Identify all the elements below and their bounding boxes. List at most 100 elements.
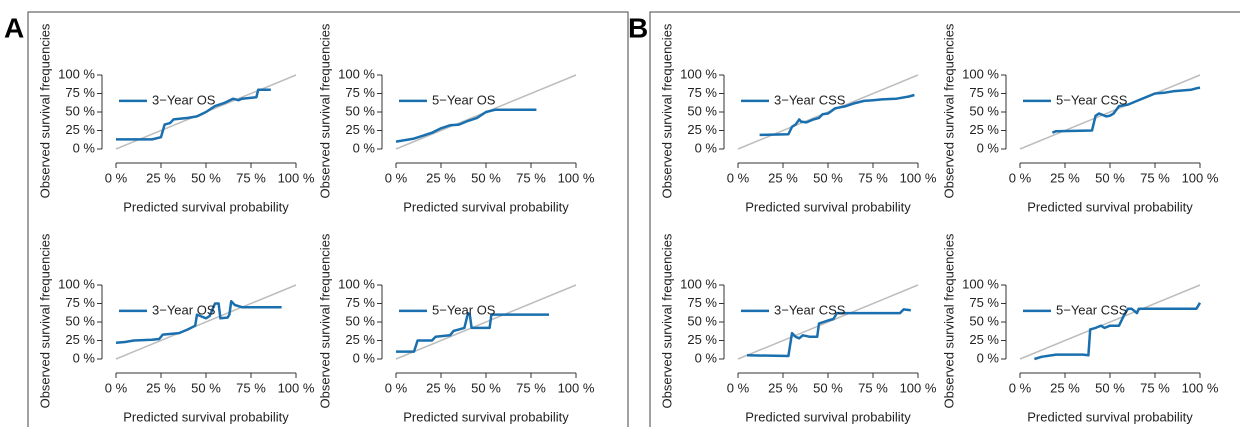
y-tick-label: 100 % xyxy=(962,66,999,81)
calibration-line xyxy=(115,300,282,344)
y-tick-label: 25 % xyxy=(345,122,375,137)
y-axis-label: Observed survival frequencies xyxy=(659,23,674,198)
y-tick-label: 75 % xyxy=(65,85,95,100)
y-tick-label: 75 % xyxy=(969,85,999,100)
y-tick-label: 25 % xyxy=(345,332,375,347)
x-tick-label: 100 % xyxy=(900,380,937,395)
x-tick-label: 0 % xyxy=(385,380,408,395)
x-tick-label: 100 % xyxy=(1182,170,1219,185)
y-tick-label: 0 % xyxy=(73,350,96,365)
y-axis-label: Observed survival frequencies xyxy=(941,23,956,198)
calibration-line xyxy=(1034,302,1202,361)
y-tick-label: 0 % xyxy=(73,140,96,155)
y-tick-label: 50 % xyxy=(345,103,375,118)
y-tick-label: 75 % xyxy=(345,295,375,310)
x-tick-label: 50 % xyxy=(813,380,843,395)
y-tick-label: 100 % xyxy=(338,66,375,81)
x-tick-label: 25 % xyxy=(1050,380,1080,395)
x-tick-label: 75 % xyxy=(858,380,888,395)
y-tick-label: 50 % xyxy=(687,313,717,328)
y-axis-label: Observed survival frequencies xyxy=(37,23,52,198)
x-axis-label: Predicted survival probability xyxy=(123,409,289,424)
y-tick-label: 0 % xyxy=(977,140,1000,155)
x-tick-label: 100 % xyxy=(278,170,315,185)
panel-frame xyxy=(27,11,629,427)
y-tick-label: 25 % xyxy=(687,122,717,137)
x-tick-label: 25 % xyxy=(768,170,798,185)
legend-label: 5−Year CSS xyxy=(1056,92,1128,107)
y-tick-label: 50 % xyxy=(345,313,375,328)
x-tick-label: 50 % xyxy=(471,380,501,395)
x-tick-label: 75 % xyxy=(236,170,266,185)
x-tick-label: 100 % xyxy=(900,170,937,185)
x-tick-label: 100 % xyxy=(558,380,595,395)
calibration-line xyxy=(746,308,911,358)
reference-line xyxy=(115,284,297,360)
y-tick-label: 100 % xyxy=(58,276,95,291)
x-axis-label: Predicted survival probability xyxy=(403,409,569,424)
x-tick-label: 75 % xyxy=(1140,380,1170,395)
reference-line xyxy=(1019,74,1201,150)
x-tick-label: 25 % xyxy=(146,170,176,185)
panel-label: A xyxy=(4,12,24,43)
x-tick-label: 0 % xyxy=(385,170,408,185)
legend-label: 5−Year OS xyxy=(432,92,496,107)
y-tick-label: 75 % xyxy=(687,295,717,310)
calibration-line xyxy=(395,108,537,143)
reference-line xyxy=(737,284,919,360)
y-axis-label: Observed survival frequencies xyxy=(37,233,52,408)
y-tick-label: 100 % xyxy=(680,276,717,291)
x-tick-label: 50 % xyxy=(1095,380,1125,395)
y-tick-label: 25 % xyxy=(65,122,95,137)
x-tick-label: 25 % xyxy=(426,170,456,185)
x-tick-label: 0 % xyxy=(727,380,750,395)
x-tick-label: 75 % xyxy=(236,380,266,395)
y-tick-label: 75 % xyxy=(345,85,375,100)
y-tick-label: 0 % xyxy=(695,140,718,155)
y-tick-label: 50 % xyxy=(65,103,95,118)
y-tick-label: 0 % xyxy=(977,350,1000,365)
legend-label: 3−Year CSS xyxy=(774,92,846,107)
x-tick-label: 0 % xyxy=(727,170,750,185)
reference-line xyxy=(1019,284,1201,360)
legend-label: 3−Year CSS xyxy=(774,302,846,317)
y-tick-label: 25 % xyxy=(687,332,717,347)
legend-label: 5−Year CSS xyxy=(1056,302,1128,317)
legend-label: 3−Year OS xyxy=(152,92,216,107)
x-tick-label: 75 % xyxy=(516,380,546,395)
x-tick-label: 75 % xyxy=(1140,170,1170,185)
x-axis-label: Predicted survival probability xyxy=(1027,199,1193,214)
x-tick-label: 25 % xyxy=(768,380,798,395)
calibration-line xyxy=(759,93,915,137)
x-tick-label: 25 % xyxy=(146,380,176,395)
x-axis-label: Predicted survival probability xyxy=(745,199,911,214)
x-tick-label: 100 % xyxy=(1182,380,1219,395)
y-tick-label: 100 % xyxy=(680,66,717,81)
y-axis-label: Observed survival frequencies xyxy=(317,23,332,198)
x-tick-label: 25 % xyxy=(1050,170,1080,185)
calibration-line xyxy=(396,311,549,353)
y-tick-label: 100 % xyxy=(58,66,95,81)
x-tick-label: 0 % xyxy=(105,170,128,185)
x-tick-label: 0 % xyxy=(1009,380,1032,395)
x-axis-label: Predicted survival probability xyxy=(1027,409,1193,424)
x-tick-label: 50 % xyxy=(1095,170,1125,185)
x-tick-label: 0 % xyxy=(105,380,128,395)
x-axis-label: Predicted survival probability xyxy=(403,199,569,214)
legend-label: 5−Year OS xyxy=(432,302,496,317)
y-tick-label: 0 % xyxy=(695,350,718,365)
y-tick-label: 0 % xyxy=(353,140,376,155)
panel-frame xyxy=(649,11,1240,427)
y-tick-label: 25 % xyxy=(65,332,95,347)
x-tick-label: 0 % xyxy=(1009,170,1032,185)
x-tick-label: 75 % xyxy=(858,170,888,185)
y-tick-label: 50 % xyxy=(969,103,999,118)
x-axis-label: Predicted survival probability xyxy=(123,199,289,214)
calibration-line xyxy=(1051,86,1201,134)
y-tick-label: 50 % xyxy=(969,313,999,328)
y-tick-label: 0 % xyxy=(353,350,376,365)
y-tick-label: 50 % xyxy=(65,313,95,328)
y-tick-label: 50 % xyxy=(687,103,717,118)
x-tick-label: 25 % xyxy=(426,380,456,395)
